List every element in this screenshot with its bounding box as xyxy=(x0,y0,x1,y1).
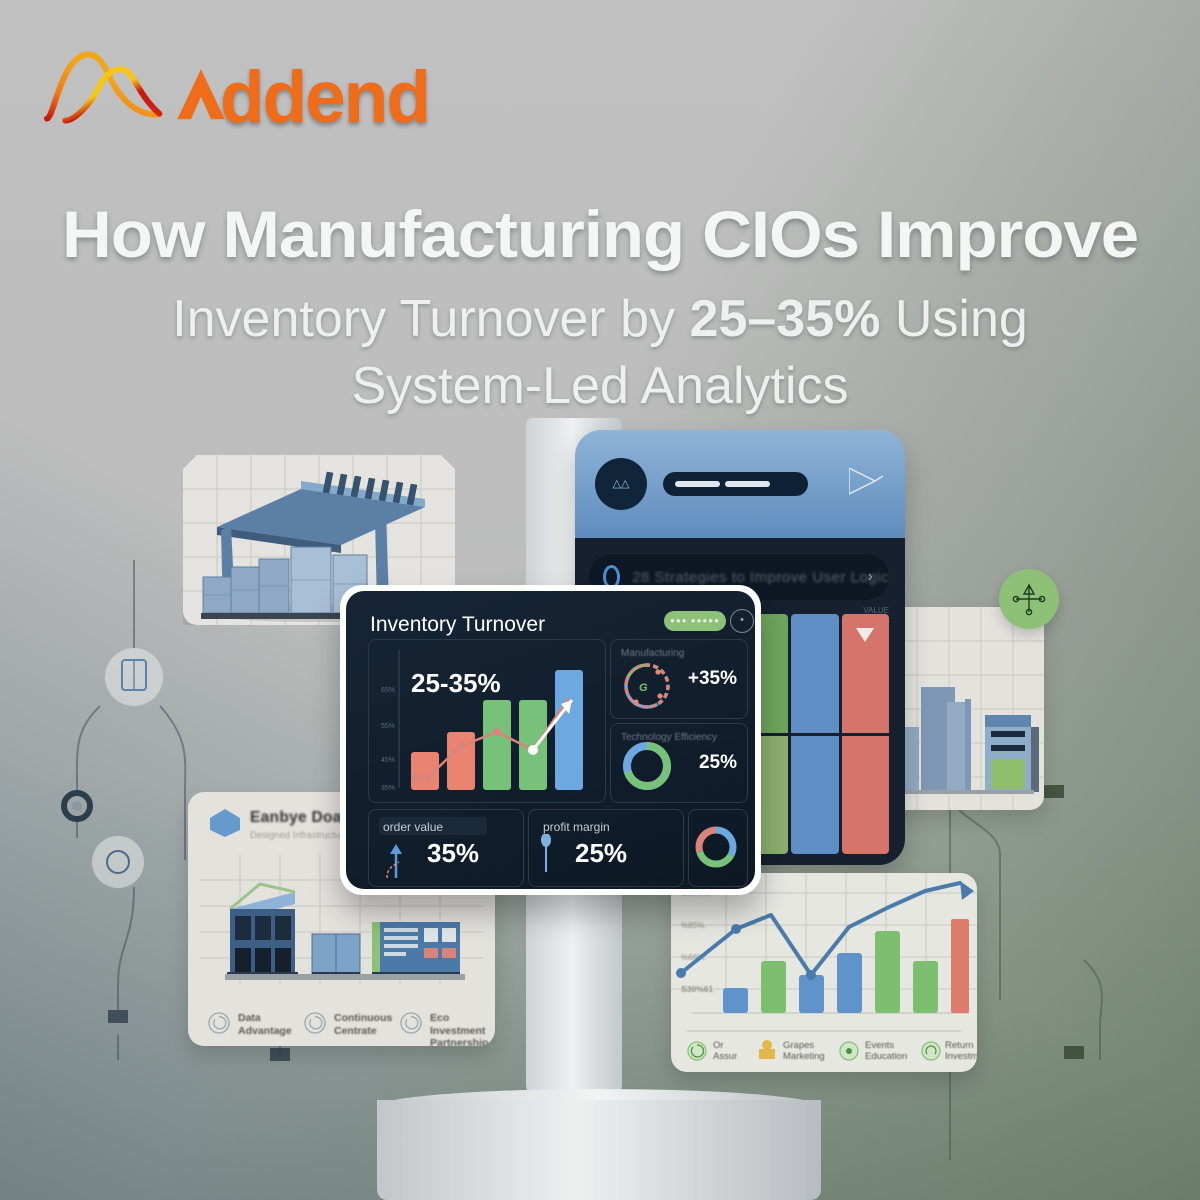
svg-text:65%: 65% xyxy=(381,687,395,694)
svg-text:45%: 45% xyxy=(381,757,395,764)
svg-text:55%: 55% xyxy=(381,723,395,730)
svg-text:G: G xyxy=(639,682,648,694)
svg-text:35%: 35% xyxy=(381,785,395,792)
